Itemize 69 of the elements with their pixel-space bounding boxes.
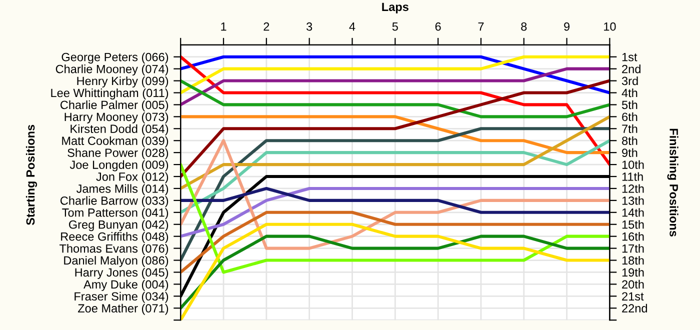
y2-tick-label: 19th	[622, 268, 644, 277]
y2-tick-label: 2nd	[622, 64, 640, 74]
y2-axis-title: Finishing Positions	[667, 128, 678, 236]
x-tick-label: 7	[478, 22, 484, 31]
line-series	[180, 55, 610, 166]
y2-tick-label: 21st	[622, 292, 644, 301]
line-series	[180, 234, 610, 310]
category-label: Harry Jones (045)	[75, 268, 168, 279]
y2-tick-label: 17th	[622, 244, 644, 253]
category-label: George Peters (066)	[62, 52, 168, 64]
line-series	[180, 115, 610, 190]
category-label: Greg Bunyan (042)	[68, 220, 168, 232]
category-label: Charlie Mooney (074)	[56, 64, 168, 76]
line-series	[180, 163, 610, 274]
x-tick-label: 6	[435, 22, 441, 31]
y2-tick-label: 22nd	[622, 304, 648, 313]
x-tick-label: 3	[306, 22, 312, 31]
category-label: Tom Patterson (041)	[62, 208, 168, 220]
y2-tick-label: 8th	[622, 136, 638, 146]
y2-tick-label: 10th	[622, 160, 644, 169]
y2-tick-label: 3rd	[622, 76, 638, 86]
category-label: Zoe Mather (071)	[78, 304, 168, 315]
y2-tick-label: 1st	[622, 53, 638, 62]
category-label: Joe Longden (009)	[70, 160, 168, 172]
y2-tick-label: 13th	[622, 196, 644, 205]
x-axis-title: Laps	[382, 2, 408, 14]
category-label: Reece Griffiths (048)	[61, 232, 168, 244]
line-series	[180, 139, 610, 250]
category-label: Daniel Malyon (086)	[64, 256, 168, 267]
line-series	[180, 210, 610, 274]
x-tick-label: 5	[392, 22, 398, 31]
line-series	[180, 186, 610, 238]
x-tick-label: 2	[264, 22, 270, 31]
category-label: Kirsten Dodd (054)	[70, 124, 168, 136]
line-series	[180, 79, 610, 178]
y2-tick-label: 16th	[622, 232, 644, 241]
y2-tick-label: 6th	[622, 112, 638, 122]
y2-tick-label: 7th	[622, 124, 638, 134]
y2-tick-label: 18th	[622, 256, 644, 265]
category-label: Charlie Barrow (033)	[60, 196, 168, 208]
y2-tick-label: 4th	[622, 88, 638, 98]
category-label: Lee Whittingham (011)	[51, 88, 168, 100]
category-label: Amy Duke (004)	[84, 280, 168, 291]
line-series	[180, 139, 610, 214]
category-label: Henry Kirby (099)	[77, 76, 168, 88]
x-tick-label: 8	[521, 22, 527, 31]
y2-tick-label: 20th	[622, 280, 644, 289]
category-label: Fraser Sime (034)	[74, 292, 168, 303]
x-tick-label: 1	[221, 22, 226, 31]
y2-tick-label: 5th	[622, 100, 638, 110]
category-label: Jon Fox (012)	[96, 172, 168, 184]
category-label: Matt Cookman (039)	[62, 136, 168, 148]
y2-tick-label: 12th	[622, 184, 644, 193]
category-label: James Mills (014)	[76, 184, 168, 196]
category-label: Shane Power (028)	[68, 148, 168, 160]
line-series	[180, 55, 610, 94]
line-series	[180, 127, 610, 262]
text: Starting Positions	[26, 124, 38, 226]
y2-tick-label: 14th	[622, 208, 644, 217]
category-label: Harry Mooney (073)	[64, 112, 168, 124]
y2-tick-label: 11th	[622, 172, 643, 181]
y2-tick-label: 9th	[622, 148, 638, 157]
line-series	[180, 115, 610, 154]
x-tick-label: 10	[604, 22, 616, 31]
x-tick-label: 9	[564, 22, 570, 31]
y2-tick-label: 15th	[622, 220, 644, 229]
category-label: Thomas Evans (076)	[59, 244, 168, 256]
category-label: Charlie Palmer (005)	[60, 100, 168, 112]
x-tick-label: 4	[349, 22, 356, 31]
